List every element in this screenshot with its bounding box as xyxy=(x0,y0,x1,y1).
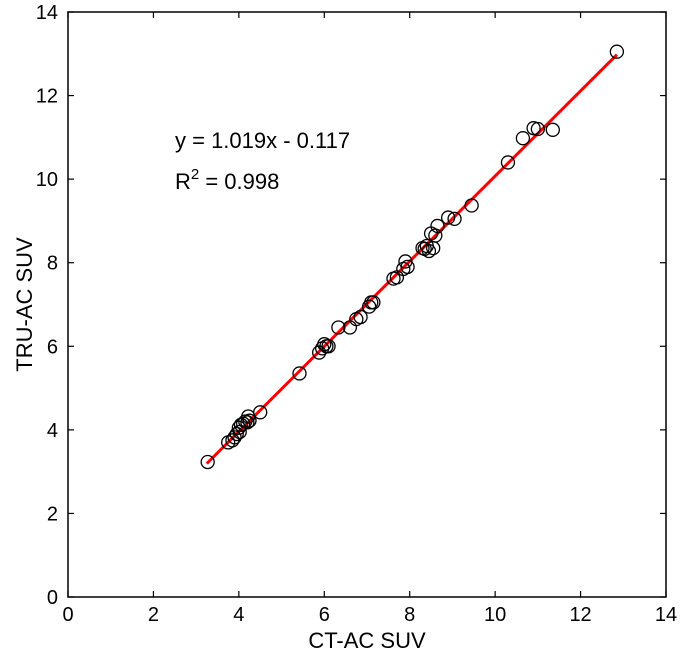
plot-frame xyxy=(67,11,667,598)
data-point xyxy=(292,366,307,381)
data-point xyxy=(421,243,437,259)
regression-equation: y = 1.019x - 0.117 xyxy=(175,128,350,153)
data-point xyxy=(240,415,255,430)
r2-value: = 0.998 xyxy=(199,169,279,194)
x-tick-label: 2 xyxy=(148,604,159,626)
r2-label: R xyxy=(175,169,191,194)
data-point xyxy=(321,339,336,354)
data-point xyxy=(242,413,257,428)
y-tick-label: 10 xyxy=(36,169,58,191)
data-point xyxy=(400,259,415,275)
y-tick-label: 2 xyxy=(47,503,58,525)
data-point xyxy=(229,426,244,442)
data-point xyxy=(353,309,368,325)
data-point xyxy=(366,295,381,310)
y-tick-label: 6 xyxy=(47,336,58,358)
x-tick-label: 0 xyxy=(62,604,73,626)
y-tick-label: 14 xyxy=(36,2,58,24)
data-point xyxy=(500,155,516,170)
x-tick-label: 8 xyxy=(404,604,415,626)
y-tick-label: 0 xyxy=(47,587,58,609)
data-point xyxy=(430,218,445,234)
y-tick-label: 4 xyxy=(47,420,58,442)
y-tick-label: 8 xyxy=(47,253,58,275)
data-point xyxy=(331,320,346,335)
r-squared-label: R2 = 0.998 xyxy=(175,166,279,194)
data-point xyxy=(530,121,546,137)
data-point xyxy=(609,44,625,59)
data-point xyxy=(441,210,456,225)
data-point xyxy=(233,417,249,432)
x-axis-title: CT-AC SUV xyxy=(308,628,426,653)
data-point xyxy=(447,211,462,226)
x-tick-label: 4 xyxy=(233,604,244,626)
data-point xyxy=(464,198,479,213)
data-point xyxy=(200,454,215,470)
data-point xyxy=(227,430,242,445)
r2-superscript: 2 xyxy=(191,166,199,183)
x-tick-label: 6 xyxy=(319,604,330,626)
x-tick-label: 10 xyxy=(484,604,506,626)
x-tick-label: 12 xyxy=(569,604,591,626)
data-point xyxy=(545,122,560,137)
x-tick-label: 14 xyxy=(655,604,677,626)
data-point xyxy=(253,405,268,420)
data-point xyxy=(515,131,531,146)
data-point xyxy=(428,228,443,243)
y-tick-label: 12 xyxy=(36,86,58,108)
y-axis-title: TRU-AC SUV xyxy=(12,237,37,372)
